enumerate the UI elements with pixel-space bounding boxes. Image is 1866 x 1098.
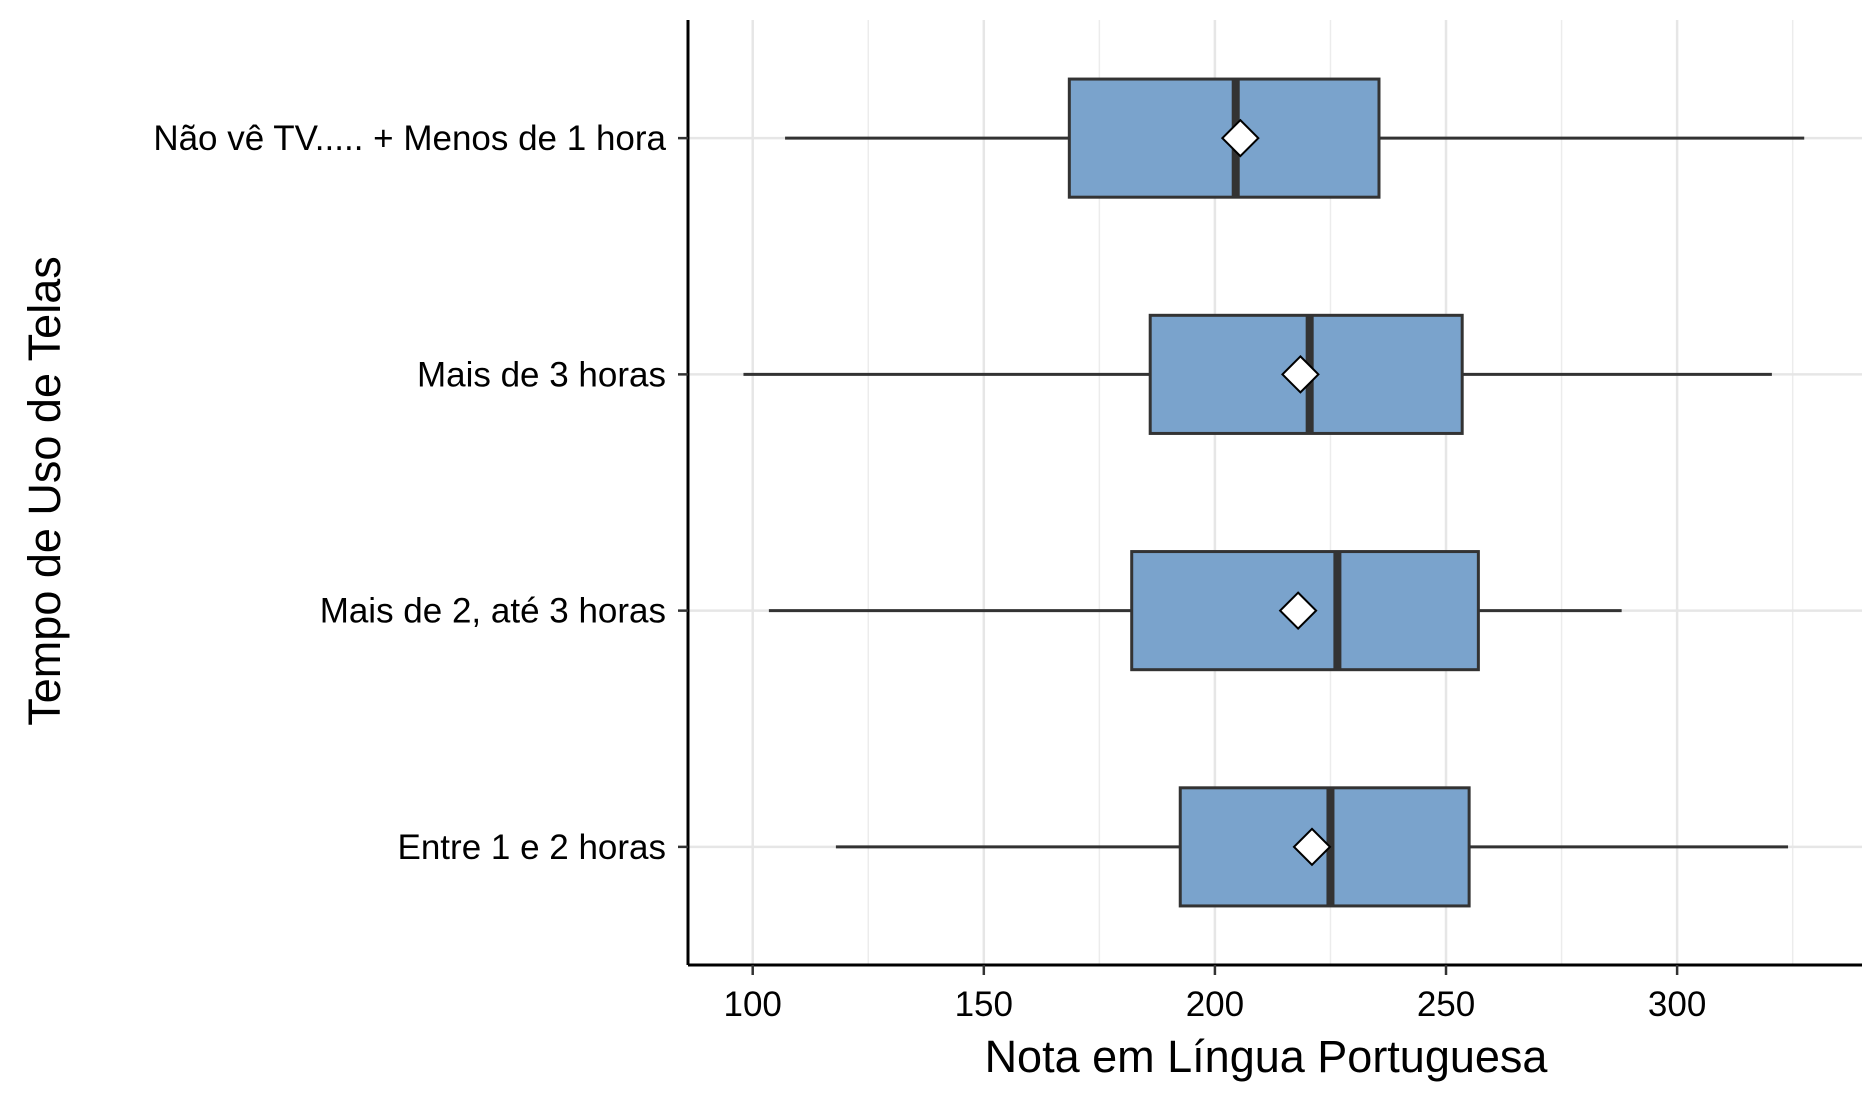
mean-marker <box>1278 591 1318 631</box>
x-axis-title: Nota em Língua Portuguesa <box>985 1031 1549 1082</box>
mean-marker <box>1281 354 1320 394</box>
x-tick-label: 200 <box>1186 985 1244 1024</box>
mean-marker <box>1220 118 1260 158</box>
y-tick-label: Entre 1 e 2 horas <box>398 828 667 867</box>
y-tick-label: Mais de 3 horas <box>417 355 666 394</box>
x-tick-label: 250 <box>1417 985 1475 1024</box>
x-tick-label: 100 <box>724 985 782 1024</box>
mean-marker <box>1292 827 1332 867</box>
x-tick-label: 150 <box>955 985 1013 1024</box>
y-axis-title: Tempo de Uso de Telas <box>19 256 70 725</box>
y-tick-label: Não vê TV..... + Menos de 1 hora <box>153 119 666 158</box>
y-tick-label: Mais de 2, até 3 horas <box>320 592 666 631</box>
boxes <box>743 77 1805 908</box>
x-tick-label: 300 <box>1648 985 1706 1024</box>
axes: 100 150 200 250 300 Não vê TV..... + Menos de… <box>153 20 1862 1024</box>
